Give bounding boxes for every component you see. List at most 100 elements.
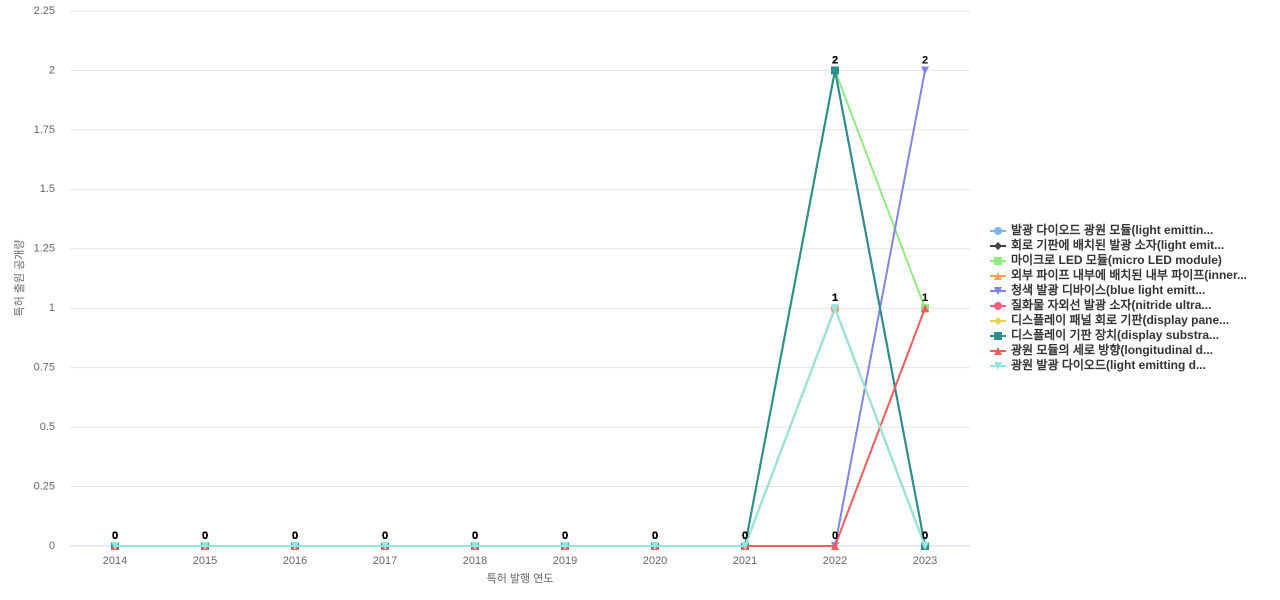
data-label: 0 xyxy=(742,530,748,542)
data-label: 0 xyxy=(652,530,658,542)
point xyxy=(201,542,209,550)
y-tick-label: 0.75 xyxy=(34,362,55,374)
data-label: 0 xyxy=(202,530,208,542)
legend-marker xyxy=(994,272,1002,280)
data-label: 0 xyxy=(472,530,478,542)
legend-marker xyxy=(994,242,1002,250)
legend-label: 청색 발광 디바이스(blue light emitt... xyxy=(1011,282,1205,297)
point xyxy=(921,66,929,75)
y-tick-label: 1.5 xyxy=(40,183,55,195)
x-tick-label: 2020 xyxy=(643,555,667,567)
point xyxy=(381,542,389,550)
data-label: 0 xyxy=(652,530,658,542)
data-label: 0 xyxy=(202,530,208,542)
data-label: 2 xyxy=(922,54,928,66)
data-label: 0 xyxy=(832,530,838,542)
data-label: 0 xyxy=(112,530,118,542)
data-label: 0 xyxy=(382,530,388,542)
data-label: 0 xyxy=(382,530,388,542)
data-label: 0 xyxy=(202,530,208,542)
data-label: 0 xyxy=(472,530,478,542)
point xyxy=(111,542,119,550)
data-label: 0 xyxy=(112,530,118,542)
data-label: 0 xyxy=(562,530,568,542)
data-label: 0 xyxy=(742,530,748,542)
data-label: 2 xyxy=(832,54,838,66)
data-label: 0 xyxy=(742,530,748,542)
legend-label: 마이크로 LED 모듈(micro LED module) xyxy=(1011,252,1222,267)
data-label: 0 xyxy=(112,530,118,542)
point xyxy=(291,542,299,550)
data-label: 0 xyxy=(292,530,298,542)
data-label: 0 xyxy=(562,530,568,542)
legend-label: 디스플레이 패널 회로 기판(display pane... xyxy=(1011,312,1229,327)
data-label: 0 xyxy=(382,530,388,542)
legend-marker xyxy=(994,347,1002,355)
data-label: 0 xyxy=(742,530,748,542)
data-label: 0 xyxy=(562,530,568,542)
data-label: 0 xyxy=(472,530,478,542)
y-tick-label: 0 xyxy=(49,540,55,552)
data-label: 0 xyxy=(202,530,208,542)
data-label: 0 xyxy=(922,530,928,542)
data-label: 0 xyxy=(652,530,658,542)
x-tick-label: 2018 xyxy=(463,555,487,567)
data-label: 0 xyxy=(112,530,118,542)
data-label: 0 xyxy=(652,530,658,542)
data-label: 0 xyxy=(922,530,928,542)
data-label: 1 xyxy=(832,292,838,304)
data-label: 0 xyxy=(202,530,208,542)
data-label: 0 xyxy=(112,530,118,542)
data-label: 0 xyxy=(382,530,388,542)
y-axis-title: 특허 출원 공개량 xyxy=(13,240,26,317)
data-label: 0 xyxy=(112,530,118,542)
point xyxy=(651,542,659,550)
data-label: 0 xyxy=(202,530,208,542)
x-tick-label: 2021 xyxy=(733,555,757,567)
data-label: 0 xyxy=(652,530,658,542)
legend-label: 광원 발광 다이오드(light emitting d... xyxy=(1011,357,1206,372)
data-label: 0 xyxy=(652,530,658,542)
data-label: 0 xyxy=(742,530,748,542)
data-label: 0 xyxy=(562,530,568,542)
data-label: 0 xyxy=(472,530,478,542)
data-label: 0 xyxy=(472,530,478,542)
series-line xyxy=(115,305,926,547)
data-label: 0 xyxy=(652,530,658,542)
x-tick-label: 2016 xyxy=(283,555,307,567)
data-label: 0 xyxy=(202,530,208,542)
data-label: 0 xyxy=(382,530,388,542)
data-label: 0 xyxy=(472,530,478,542)
data-label: 0 xyxy=(202,530,208,542)
data-label: 0 xyxy=(472,530,478,542)
data-label: 0 xyxy=(382,530,388,542)
data-label: 0 xyxy=(292,530,298,542)
x-tick-label: 2022 xyxy=(823,555,847,567)
legend-label: 발광 다이오드 광원 모듈(light emittin... xyxy=(1011,222,1213,237)
legend-label: 외부 파이프 내부에 배치된 내부 파이프(inner... xyxy=(1011,267,1247,282)
legend-label: 디스플레이 기판 장치(display substra... xyxy=(1011,327,1219,342)
data-label: 2 xyxy=(832,54,838,66)
legend-marker xyxy=(994,302,1002,310)
data-label: 0 xyxy=(562,530,568,542)
data-label: 0 xyxy=(922,530,928,542)
data-label: 2 xyxy=(832,54,838,66)
data-label: 0 xyxy=(292,530,298,542)
legend-marker xyxy=(994,257,1002,265)
point xyxy=(471,542,479,550)
data-label: 0 xyxy=(292,530,298,542)
y-tick-label: 2.25 xyxy=(34,5,55,17)
legend-marker xyxy=(994,332,1002,340)
point xyxy=(561,542,569,550)
point xyxy=(831,66,839,75)
legend-label: 광원 모듈의 세로 방향(longitudinal d... xyxy=(1011,342,1213,357)
data-label: 0 xyxy=(652,530,658,542)
y-tick-label: 0.25 xyxy=(34,480,55,492)
data-label: 0 xyxy=(562,530,568,542)
legend-marker xyxy=(994,317,1002,325)
point xyxy=(921,304,929,313)
data-label: 0 xyxy=(382,530,388,542)
data-label: 1 xyxy=(832,292,838,304)
data-label: 0 xyxy=(742,530,748,542)
data-label: 0 xyxy=(292,530,298,542)
